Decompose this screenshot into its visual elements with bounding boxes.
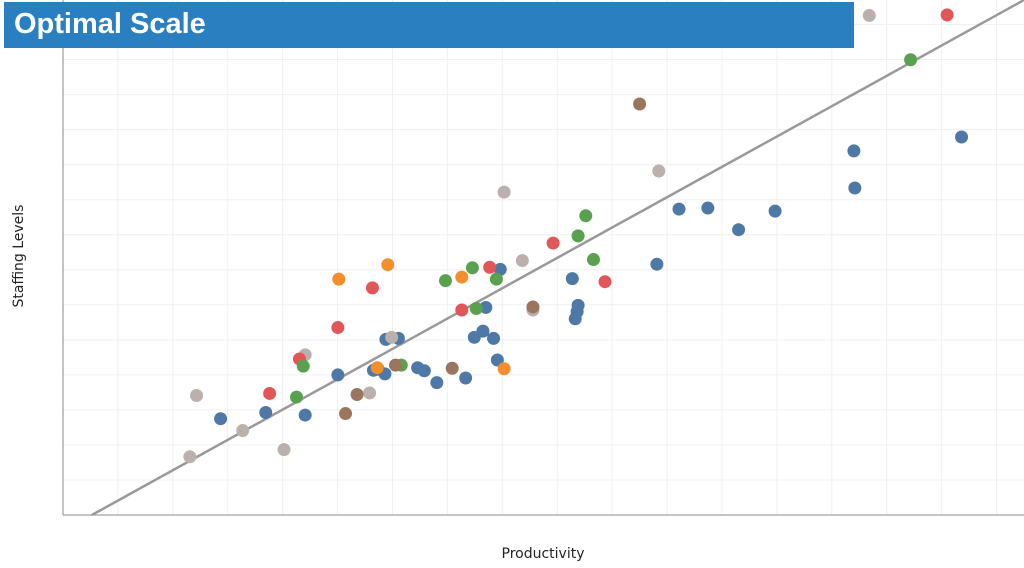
scatter-point-gray — [183, 450, 197, 464]
scatter-point-brown — [350, 387, 364, 401]
scatter-point-green — [489, 272, 503, 286]
scatter-point-blue — [732, 223, 746, 237]
scatter-point-green — [469, 301, 483, 315]
scatter-point-green — [465, 261, 479, 275]
scatter-point-green — [438, 274, 452, 288]
scatter-point-red — [940, 8, 954, 22]
scatter-point-gray — [652, 164, 666, 178]
scatter-point-gray — [497, 185, 511, 199]
scatter-point-brown — [339, 407, 353, 421]
scatter-point-red — [331, 321, 345, 335]
scatter-point-blue — [848, 181, 862, 195]
scatter-point-gray — [236, 424, 250, 438]
title-banner: Optimal Scale — [4, 2, 854, 48]
scatter-point-blue — [459, 371, 473, 385]
scatter-point-orange — [455, 270, 469, 284]
scatter-point-blue — [214, 412, 228, 426]
scatter-point-blue — [672, 202, 686, 216]
scatter-point-blue — [476, 324, 490, 338]
scatter-point-red — [483, 260, 497, 274]
scatter-point-blue — [430, 376, 444, 390]
scatter-point-blue — [955, 130, 969, 144]
scatter-point-blue — [847, 144, 861, 158]
scatter-point-red — [263, 386, 277, 400]
scatter-point-red — [546, 236, 560, 250]
scatter-point-red — [365, 281, 379, 295]
scatter-point-blue — [331, 368, 345, 382]
scatter-point-green — [571, 229, 585, 243]
scatter-point-blue — [417, 364, 431, 378]
scatter-point-gray — [385, 330, 399, 344]
scatter-point-blue — [487, 331, 501, 345]
data-points — [183, 8, 969, 464]
chart-grid — [63, 0, 1024, 515]
scatter-point-brown — [526, 300, 540, 314]
page-title: Optimal Scale — [14, 8, 206, 40]
scatter-point-blue — [490, 353, 504, 367]
scatter-point-orange — [332, 272, 346, 286]
scatter-point-green — [296, 359, 310, 373]
scatter-point-gray — [190, 389, 204, 403]
scatter-point-blue — [298, 408, 312, 422]
scatter-point-gray — [363, 386, 377, 400]
scatter-point-green — [579, 209, 593, 223]
scatter-point-blue — [650, 257, 664, 271]
scatter-point-gray — [862, 8, 876, 22]
scatter-point-gray — [515, 254, 529, 268]
scatter-point-blue — [479, 300, 493, 314]
scatter-point-blue — [565, 272, 579, 286]
x-axis-title: Productivity — [502, 546, 585, 562]
scatter-point-blue — [493, 262, 507, 276]
scatter-point-blue — [701, 201, 715, 215]
y-axis-title: Staffing Levels — [11, 205, 27, 308]
scatter-point-green — [290, 390, 304, 404]
scatter-point-brown — [445, 361, 459, 375]
scatter-point-orange — [381, 258, 395, 272]
scatter-point-red — [455, 303, 469, 317]
scatter-point-brown — [389, 358, 403, 372]
scatter-point-gray — [277, 443, 291, 457]
chart-axes — [62, 0, 1024, 516]
scatter-point-brown — [633, 97, 647, 111]
scatter-point-blue — [259, 406, 273, 420]
scatter-point-green — [586, 253, 600, 267]
scatter-point-orange — [370, 361, 384, 375]
trend-line — [91, 0, 1024, 517]
scatter-point-green — [904, 53, 918, 67]
scatter-point-red — [598, 275, 612, 289]
scatter-point-orange — [497, 362, 511, 376]
scatter-point-blue — [768, 204, 782, 218]
trend-line-group — [91, 0, 1024, 517]
scatter-point-blue — [571, 298, 585, 312]
